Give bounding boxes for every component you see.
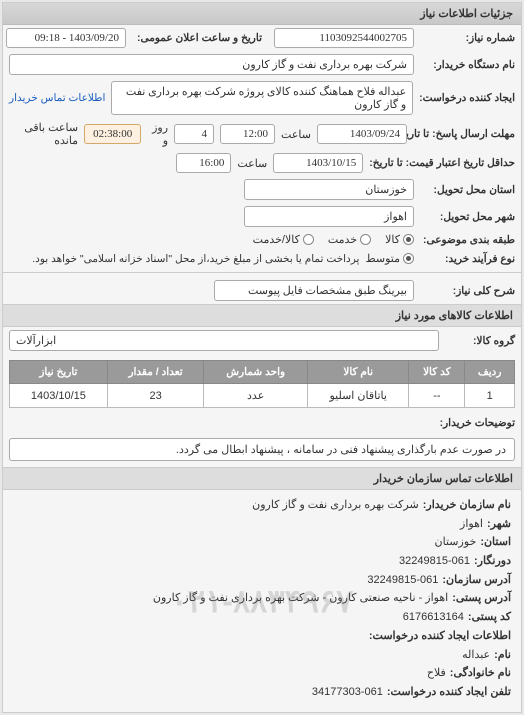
cell-name: یاتاقان اسلیو xyxy=(307,384,408,408)
creator-value: عبداله فلاح هماهنگ کننده کالای پروژه شرک… xyxy=(111,81,413,115)
deadline-label: مهلت ارسال پاسخ: تا تاریخ: xyxy=(413,128,515,140)
org-k: نام سازمان خریدار: xyxy=(423,496,511,515)
device-name-label: نام دستگاه خریدار: xyxy=(420,59,515,71)
postcode-k: کد پستی: xyxy=(468,608,511,627)
deadline-remaining-label: ساعت باقی مانده xyxy=(9,121,78,147)
validity-label: حداقل تاریخ اعتبار قیمت: تا تاریخ: xyxy=(369,157,515,169)
city-value: اهواز xyxy=(244,206,414,227)
process-option-0[interactable]: متوسط xyxy=(365,252,414,265)
radio-icon xyxy=(403,253,414,264)
creator-label: ایجاد کننده درخواست: xyxy=(419,92,515,104)
cphone-v: 34177303-061 xyxy=(312,683,383,702)
deadline-time: 12:00 xyxy=(220,124,275,144)
category-option-1[interactable]: خدمت xyxy=(328,233,371,246)
announce-label: تاریخ و ساعت اعلان عمومی: xyxy=(132,32,262,44)
postcode-v: 6176613164 xyxy=(403,608,464,627)
prov-k: استان: xyxy=(480,533,511,552)
validity-time: 16:00 xyxy=(176,153,231,173)
orgaddr-v: 32249815-061 xyxy=(367,571,438,590)
process-option-0-label: متوسط xyxy=(365,252,400,265)
panel-title: جزئیات اطلاعات نیاز xyxy=(3,3,521,25)
cfam-v: فلاح xyxy=(427,664,446,683)
contact-section: ۰۲۱-۸۸۳۴۹۶۷ نام سازمان خریدار:شرکت بهره … xyxy=(3,490,521,712)
deadline-remaining: 02:38:00 xyxy=(84,124,141,144)
table-col-1: کد کالا xyxy=(409,361,465,384)
cphone-k: تلفن ایجاد کننده درخواست: xyxy=(387,683,511,702)
cell-unit: عدد xyxy=(204,384,308,408)
need-no-label: شماره نیاز: xyxy=(420,32,515,44)
deadline-days: 4 xyxy=(174,124,214,144)
deadline-days-label: روز و xyxy=(147,121,168,147)
goods-section-title: اطلاعات کالاهای مورد نیاز xyxy=(3,304,521,327)
table-col-3: واحد شمارش xyxy=(204,361,308,384)
city-k: شهر: xyxy=(487,515,511,534)
postal-v: اهواز - ناحیه صنعتی کارون - شرکت بهره بر… xyxy=(153,589,448,608)
process-label: نوع فرآیند خرید: xyxy=(420,253,515,265)
city-label: شهر محل تحویل: xyxy=(420,211,515,223)
table-col-4: تعداد / مقدار xyxy=(107,361,204,384)
buyer-notes-label: توضیحات خریدار: xyxy=(420,417,515,429)
cell-date: 1403/10/15 xyxy=(10,384,108,408)
prov-v: خوزستان xyxy=(435,533,477,552)
goods-group-value: ابزارآلات xyxy=(9,330,439,351)
cell-idx: 1 xyxy=(465,384,515,408)
category-option-0-label: کالا xyxy=(385,233,400,246)
table-col-5: تاریخ نیاز xyxy=(10,361,108,384)
goods-table: ردیف کد کالا نام کالا واحد شمارش تعداد /… xyxy=(9,360,515,408)
category-label: طبقه بندی موضوعی: xyxy=(420,234,515,246)
validity-time-label: ساعت xyxy=(237,157,267,170)
creator-info-label: اطلاعات ایجاد کننده درخواست: xyxy=(369,627,511,646)
category-option-0[interactable]: کالا xyxy=(385,233,414,246)
category-option-2[interactable]: کالا/خدمت xyxy=(253,233,314,246)
fax-v: 32249815-061 xyxy=(399,552,470,571)
cname-v: عبداله xyxy=(462,646,490,665)
radio-icon xyxy=(303,234,314,245)
contact-section-title: اطلاعات تماس سازمان خریدار xyxy=(3,467,521,490)
city-v: اهواز xyxy=(460,515,483,534)
fax-k: دورنگار: xyxy=(474,552,511,571)
category-radio-group: کالا خدمت کالا/خدمت xyxy=(253,233,414,246)
need-title-value: بیرینگ طبق مشخصات فایل پیوست xyxy=(214,280,414,301)
table-col-0: ردیف xyxy=(465,361,515,384)
buyer-notes-text: در صورت عدم بارگذاری پیشنهاد فنی در ساما… xyxy=(9,438,515,461)
table-row[interactable]: 1 -- یاتاقان اسلیو عدد 23 1403/10/15 xyxy=(10,384,515,408)
cell-qty: 23 xyxy=(107,384,204,408)
process-radio-group: متوسط xyxy=(365,252,414,265)
table-col-2: نام کالا xyxy=(307,361,408,384)
category-option-1-label: خدمت xyxy=(328,233,357,246)
deadline-date: 1403/09/24 xyxy=(317,124,407,144)
cfam-k: نام خانوادگی: xyxy=(450,664,511,683)
cname-k: نام: xyxy=(494,646,511,665)
org-v: شرکت بهره برداری نفت و گاز کارون xyxy=(252,496,419,515)
postal-k: آدرس پستی: xyxy=(452,589,511,608)
province-value: خوزستان xyxy=(244,179,414,200)
need-no-value: 1103092544002705 xyxy=(274,28,414,48)
validity-date: 1403/10/15 xyxy=(273,153,363,173)
category-option-2-label: کالا/خدمت xyxy=(253,233,300,246)
province-label: استان محل تحویل: xyxy=(420,184,515,196)
cell-code: -- xyxy=(409,384,465,408)
contact-link[interactable]: اطلاعات تماس خریدار xyxy=(9,92,105,104)
process-note: پرداخت تمام یا بخشی از مبلغ خرید،از محل … xyxy=(32,253,359,265)
radio-icon xyxy=(403,234,414,245)
need-title-label: شرح کلی نیاز: xyxy=(420,285,515,297)
deadline-time-label: ساعت xyxy=(281,128,311,141)
announce-value: 1403/09/20 - 09:18 xyxy=(6,28,126,48)
orgaddr-k: آدرس سازمان: xyxy=(442,571,511,590)
goods-group-label: گروه کالا: xyxy=(445,335,515,347)
device-name-value: شرکت بهره برداری نفت و گاز کارون xyxy=(9,54,414,75)
radio-icon xyxy=(360,234,371,245)
